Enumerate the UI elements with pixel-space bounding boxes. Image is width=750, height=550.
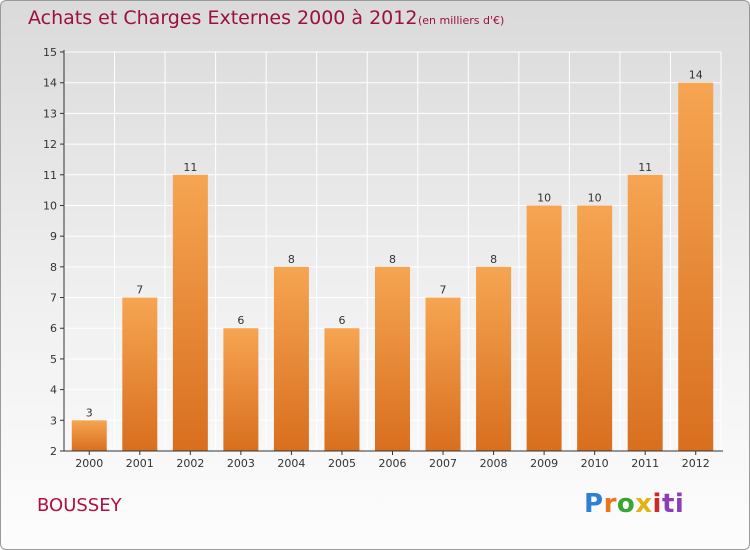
y-tick-label: 4 <box>50 384 57 397</box>
y-tick-label: 7 <box>50 292 57 305</box>
bar <box>172 174 208 451</box>
bar <box>71 420 107 451</box>
x-tick-labels: 2000 2001 2002 2003 2004 2005 2006 2007 2008 2009… <box>75 457 709 470</box>
x-tick-label: 2008 <box>480 457 508 470</box>
bar <box>223 328 259 451</box>
y-tick-label: 11 <box>43 169 57 182</box>
y-tick-label: 3 <box>50 414 57 427</box>
data-label: 3 <box>86 406 93 419</box>
y-tick-label: 8 <box>50 261 57 274</box>
x-tick-label: 2012 <box>682 457 710 470</box>
x-tick-label: 2009 <box>530 457 558 470</box>
x-tick-label: 2010 <box>581 457 609 470</box>
x-tick-label: 2006 <box>379 457 407 470</box>
bar <box>526 205 562 451</box>
logo-letter: o <box>616 489 636 519</box>
bar <box>627 174 663 451</box>
bar <box>577 205 613 451</box>
y-tick-label: 14 <box>43 77 57 90</box>
bar <box>425 297 461 451</box>
x-tick-label: 2005 <box>328 457 356 470</box>
logo-letter: r <box>603 489 617 519</box>
y-tick-label: 13 <box>43 107 57 120</box>
bars <box>71 82 714 451</box>
data-label: 8 <box>389 253 396 266</box>
logo-letter: P <box>584 489 604 519</box>
data-label: 7 <box>440 284 447 297</box>
y-tick-label: 5 <box>50 353 57 366</box>
x-tick-label: 2011 <box>631 457 659 470</box>
logo-letter: i <box>652 489 662 519</box>
bar <box>678 82 714 451</box>
proxiti-logo[interactable]: Proxiti <box>584 489 684 519</box>
data-label: 8 <box>490 253 497 266</box>
bar <box>375 266 410 451</box>
data-label: 14 <box>689 69 703 82</box>
bar <box>476 266 512 451</box>
y-tick-label: 6 <box>50 322 57 335</box>
y-tick-label: 12 <box>43 138 57 151</box>
data-label: 11 <box>183 161 197 174</box>
y-tick-label: 15 <box>43 46 57 59</box>
data-label: 8 <box>288 253 295 266</box>
data-label: 6 <box>338 314 345 327</box>
data-labels: 3 7 11 6 8 6 8 7 8 10 10 11 14 <box>86 69 703 420</box>
y-tick-label: 2 <box>50 445 57 458</box>
data-label: 10 <box>588 191 602 204</box>
x-tick-label: 2004 <box>277 457 305 470</box>
x-tick-label: 2001 <box>126 457 154 470</box>
bar <box>122 297 158 451</box>
data-label: 7 <box>136 284 143 297</box>
logo-letter: ti <box>661 489 685 519</box>
x-tick-label: 2003 <box>227 457 255 470</box>
bar <box>324 328 360 451</box>
x-tick-label: 2000 <box>75 457 103 470</box>
logo-letter: x <box>635 489 653 519</box>
commune-name: BOUSSEY <box>37 495 122 516</box>
y-tick-labels: 2 3 4 5 6 7 8 9 10 11 12 13 14 15 <box>43 46 57 458</box>
x-tick-label: 2007 <box>429 457 457 470</box>
data-label: 11 <box>638 161 652 174</box>
x-tick-label: 2002 <box>176 457 204 470</box>
data-label: 10 <box>537 191 551 204</box>
y-tick-label: 10 <box>43 199 57 212</box>
data-label: 6 <box>237 314 244 327</box>
y-tick-label: 9 <box>50 230 57 243</box>
bar <box>273 266 309 451</box>
chart-title: Achats et Charges Externes 2000 à 2012 <box>28 7 418 29</box>
chart-unit-label: (en milliers d'€) <box>418 14 505 27</box>
axes <box>60 50 723 455</box>
